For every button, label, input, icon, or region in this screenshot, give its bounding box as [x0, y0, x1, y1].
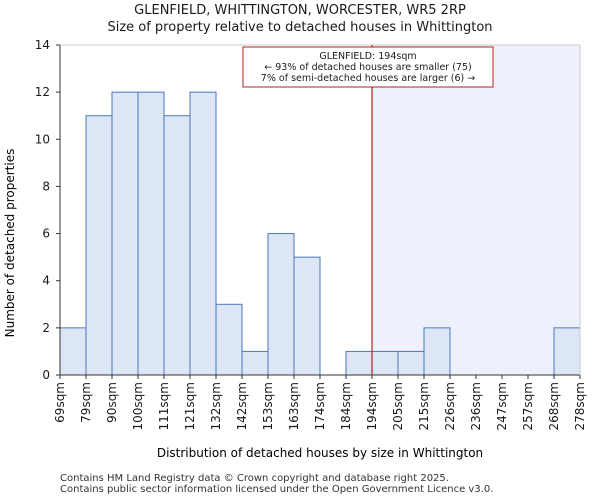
x-tick-label: 194sqm	[365, 382, 379, 430]
y-tick-label: 8	[42, 179, 50, 193]
histogram-bar	[163, 115, 191, 376]
chart-title: GLENFIELD, WHITTINGTON, WORCESTER, WR5 2…	[134, 3, 466, 18]
histogram-bar	[189, 91, 217, 376]
y-tick-label: 0	[42, 368, 50, 382]
annotation-text-line: ← 93% of detached houses are smaller (75…	[264, 62, 471, 73]
x-tick-label: 90sqm	[105, 382, 119, 423]
x-tick-label: 132sqm	[209, 382, 223, 430]
histogram-bar	[267, 233, 295, 376]
y-tick-label: 14	[35, 38, 50, 52]
x-tick-label: 111sqm	[157, 382, 171, 430]
histogram-bar	[423, 327, 451, 376]
histogram-bar	[345, 350, 373, 376]
y-tick-label: 2	[42, 321, 50, 335]
x-tick-label: 205sqm	[391, 382, 405, 430]
footer-copyright: Contains HM Land Registry data © Crown c…	[60, 473, 449, 484]
highlight-region	[372, 45, 580, 375]
annotation-box	[242, 46, 494, 88]
histogram-bar	[293, 256, 321, 376]
histogram-bar	[111, 91, 139, 376]
x-tick-label: 142sqm	[235, 382, 249, 430]
x-tick-label: 236sqm	[469, 382, 483, 430]
y-tick-label: 6	[42, 227, 50, 241]
y-tick-label: 10	[35, 132, 50, 146]
annotation-text-line: GLENFIELD: 194sqm	[319, 51, 416, 62]
x-tick-label: 153sqm	[261, 382, 275, 430]
x-tick-label: 215sqm	[417, 382, 431, 430]
x-tick-label: 100sqm	[131, 382, 145, 430]
x-tick-label: 163sqm	[287, 382, 301, 430]
x-tick-label: 121sqm	[183, 382, 197, 430]
x-axis-title: Distribution of detached houses by size …	[157, 446, 483, 460]
histogram-bar	[85, 115, 113, 376]
histogram-bar	[397, 350, 425, 376]
annotation-text-line: 7% of semi-detached houses are larger (6…	[261, 73, 475, 84]
x-tick-label: 257sqm	[521, 382, 535, 430]
x-tick-label: 184sqm	[339, 382, 353, 430]
histogram-bar	[137, 91, 165, 376]
histogram-bar	[241, 350, 269, 376]
x-tick-label: 69sqm	[53, 382, 67, 423]
y-tick-label: 4	[42, 274, 50, 288]
x-tick-label: 174sqm	[313, 382, 327, 430]
x-tick-label: 278sqm	[573, 382, 587, 430]
x-tick-label: 79sqm	[79, 382, 93, 423]
histogram-bar	[553, 327, 581, 376]
footer-licence: Contains public sector information licen…	[60, 484, 494, 495]
x-tick-label: 226sqm	[443, 382, 457, 430]
x-tick-label: 268sqm	[547, 382, 561, 430]
histogram-bar	[215, 303, 243, 376]
x-tick-label: 247sqm	[495, 382, 509, 430]
chart-subtitle: Size of property relative to detached ho…	[107, 20, 493, 35]
histogram-bar	[59, 327, 87, 376]
y-tick-label: 12	[35, 85, 50, 99]
histogram-bar	[371, 350, 399, 376]
y-axis-title: Number of detached properties	[3, 149, 17, 338]
